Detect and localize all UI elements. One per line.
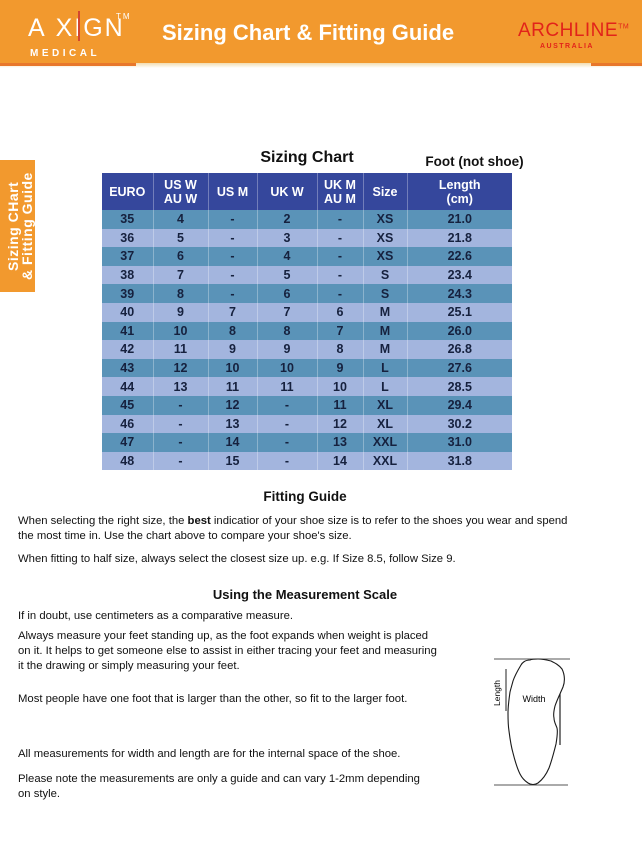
svg-text:Length: Length — [492, 680, 502, 706]
svg-text:Width: Width — [522, 694, 545, 704]
